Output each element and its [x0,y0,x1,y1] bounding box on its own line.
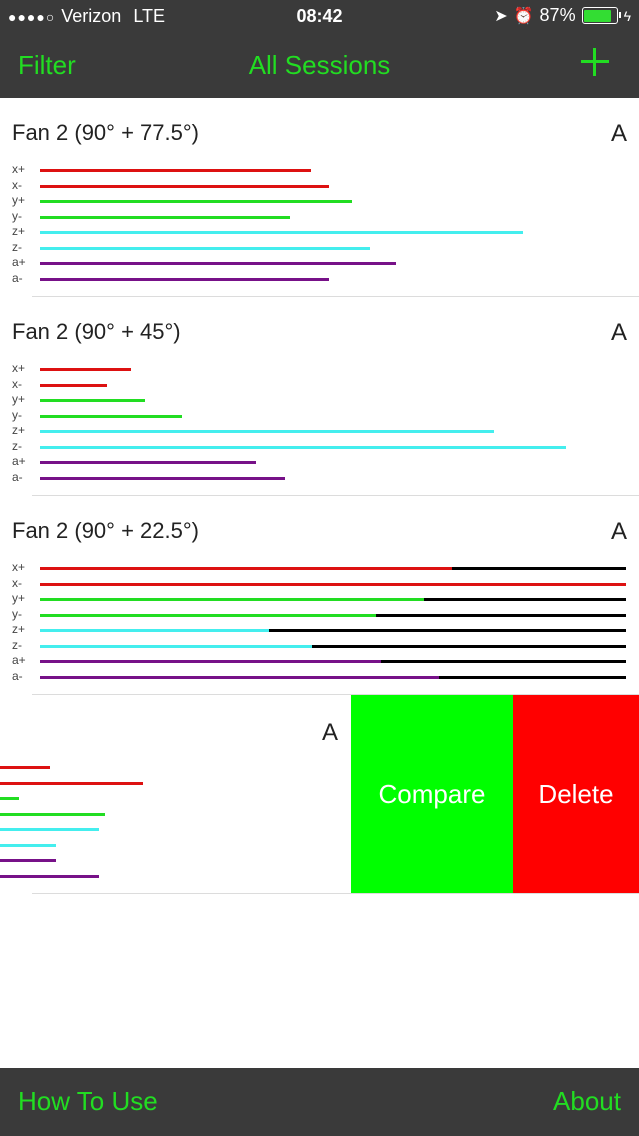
bar-xplus [40,368,132,371]
carrier-label: Verizon [61,6,122,26]
status-bar: ●●●●○ Verizon LTE 08:42 ➤ ⏰ 87% ϟ [0,0,639,34]
charging-bolt-icon: ϟ [623,7,631,24]
bar-zplus [40,430,495,433]
axis-label: a- [12,469,23,484]
page-title: All Sessions [248,50,391,80]
session-list[interactable]: Fan 2 (90° + 77.5°) x+ x-y+ y-z+ z-a+ a- A Fan … [0,98,639,1068]
bar-aplus [40,660,382,663]
how-to-use-button[interactable]: How To Use [18,1086,158,1116]
axis-label: x+ [12,361,26,375]
session-badge: A [610,120,627,147]
session-cell[interactable]: A Compare Delete [0,695,639,894]
bar-yminus [40,414,183,418]
axis-label: a+ [12,653,26,667]
bar-yplus [0,797,19,800]
about-button[interactable]: About [553,1086,621,1116]
axis-label: y- [12,606,22,621]
axis-label: z+ [12,423,26,437]
session-name: Fan 2 (90° + 22.5°) [12,518,199,543]
bar-xminus [0,781,143,785]
add-icon[interactable] [581,48,609,76]
axis-label: a- [12,270,23,285]
swiped-cell-content[interactable]: A [0,695,351,894]
bar-track [40,644,626,648]
location-arrow-icon: ➤ [494,7,508,25]
session-cell[interactable]: Fan 2 (90° + 77.5°) x+ x-y+ y-z+ z-a+ a- A [0,98,639,297]
bar-yplus [40,598,424,601]
status-right: ➤ ⏰ 87% ϟ [494,5,631,26]
axis-label: a+ [12,454,26,468]
axis-label: x+ [12,162,26,176]
bar-xplus [40,169,312,172]
axis-label: x+ [12,560,26,574]
session-name: Fan 2 (90° + 77.5°) [12,120,199,145]
bar-zminus [40,644,312,648]
bar-xminus [40,184,330,188]
axis-label: x- [12,376,22,391]
bar-aplus [40,262,397,265]
bar-yplus [40,399,145,402]
cell-separator [32,296,639,297]
bar-zplus [0,828,100,831]
session-cell[interactable]: Fan 2 (90° + 22.5°) x+ x-y+ y-z+ z-a+ a- A [0,496,639,695]
session-badge: A [610,518,627,545]
bar-yminus [40,215,290,219]
bar-aminus [40,675,440,679]
bar-aplus [0,859,56,862]
axis-label: x- [12,575,22,590]
axis-label: y+ [12,392,26,406]
network-label: LTE [133,6,166,26]
session-cell[interactable]: Fan 2 (90° + 45°) x+ x-y+ y-z+ z-a+ a- A [0,297,639,496]
cell-separator [32,694,639,695]
cell-separator [32,893,639,894]
bar-yminus [40,613,376,617]
axis-label: z- [12,438,22,453]
session-name: Fan 2 (90° + 45°) [12,319,181,344]
bar-aminus [40,277,330,281]
status-left: ●●●●○ Verizon LTE [8,6,165,27]
bar-xplus [40,567,452,570]
alarm-icon: ⏰ [513,7,534,25]
axis-label: y+ [12,591,26,605]
compare-button[interactable]: Compare [351,695,513,894]
bar-zminus [40,246,370,250]
axis-label: y- [12,208,22,223]
bar-zminus [40,445,567,449]
bar-aminus [40,476,285,480]
bar-zplus [40,231,523,234]
battery-icon [581,7,621,24]
axis-label: a+ [12,255,26,269]
bar-xminus [40,582,626,586]
session-badge: A [610,319,627,346]
signal-icon: ●●●●○ [8,8,56,25]
bar-zplus [40,629,270,632]
bar-yminus [0,812,106,816]
axis-label: y- [12,407,22,422]
bar-zminus [0,843,56,847]
cell-separator [32,495,639,496]
axis-label: a- [12,668,23,683]
bottom-toolbar: How To Use About [0,1068,639,1136]
axis-label: x- [12,177,22,192]
status-time: 08:42 [296,6,343,26]
session-badge: A [322,719,339,746]
filter-button[interactable]: Filter [18,50,76,80]
axis-label: z- [12,239,22,254]
bar-yplus [40,200,352,203]
axis-label: z+ [12,622,26,636]
axis-label: y+ [12,193,26,207]
bar-xplus [0,766,50,769]
bar-aminus [0,874,100,878]
navigation-bar: Filter All Sessions [0,34,639,98]
battery-percent: 87% [539,5,576,25]
delete-button[interactable]: Delete [513,695,639,894]
bar-aplus [40,461,257,464]
bar-track [40,629,626,632]
bar-xminus [40,383,107,387]
axis-label: z- [12,637,22,652]
axis-label: z+ [12,224,26,238]
battery-fill [584,9,612,22]
